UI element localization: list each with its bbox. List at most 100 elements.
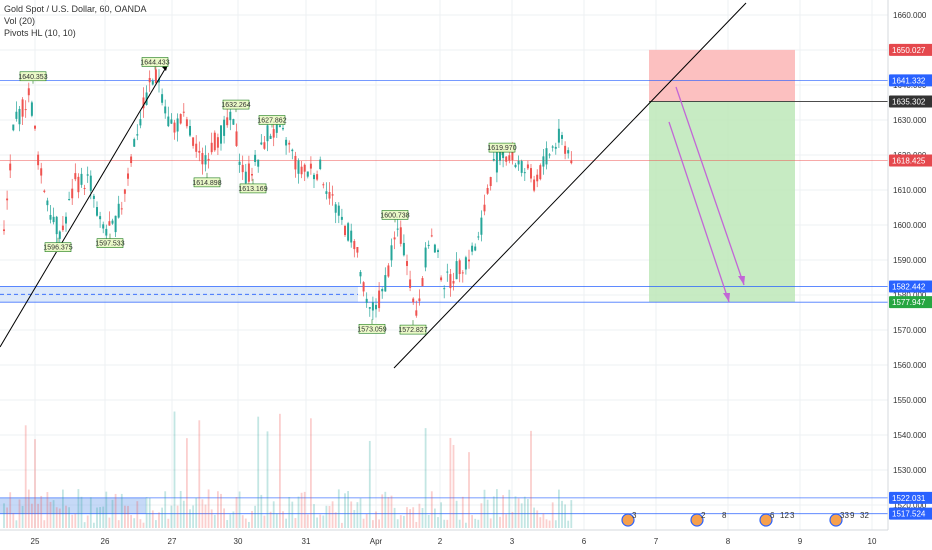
x-tick-label: 9 [798, 537, 803, 546]
volume-bar [468, 452, 470, 528]
volume-bar [561, 500, 563, 528]
volume-bar [412, 507, 415, 528]
pivot-label-box [193, 177, 221, 188]
volume-bar [294, 518, 297, 528]
candle-body [406, 261, 408, 266]
candle-body [396, 228, 399, 230]
volume-bar [21, 505, 24, 528]
volume-bar [279, 413, 281, 528]
volume-bar [238, 491, 241, 528]
candle-body [480, 217, 483, 235]
volume-bar [480, 503, 483, 528]
candle-body [526, 164, 529, 169]
volume-bar [350, 501, 353, 528]
candle-body [223, 119, 226, 136]
candle-body [365, 298, 368, 303]
volume-bar [164, 491, 167, 528]
volume-bar [204, 504, 207, 528]
volume-bar [257, 416, 260, 528]
volume-bar [148, 497, 151, 528]
candle-body [185, 119, 188, 127]
candle-body [477, 236, 480, 238]
volume-bar [71, 514, 74, 528]
price-tag [889, 43, 932, 56]
volume-bar [93, 522, 95, 528]
volume-bar [12, 513, 15, 528]
volume-bar [155, 520, 157, 528]
volume-bar [548, 520, 551, 528]
volume-bar [83, 522, 86, 528]
candle-body [443, 288, 446, 290]
candle-body [554, 146, 557, 149]
volume-bar [471, 515, 473, 528]
volume-bar [220, 493, 222, 528]
volume-bar [511, 511, 514, 528]
event-flag-icon [829, 513, 843, 527]
pivot-label-box [96, 238, 124, 248]
pivot-label: 1632.264 [221, 102, 250, 109]
candle-body [570, 160, 573, 164]
volume-bars [3, 411, 573, 528]
volume-bar [341, 522, 343, 528]
y-tick-label: 1600.000 [893, 221, 927, 230]
volume-bar [520, 503, 523, 528]
candle-body [86, 174, 89, 176]
candle-body [381, 289, 384, 292]
candle-body [474, 246, 477, 251]
volume-bar [213, 514, 216, 528]
volume-bar [99, 507, 101, 528]
candle-body [489, 177, 492, 187]
candle-body [368, 307, 371, 309]
volume-bar [393, 507, 396, 528]
volume-bar [409, 509, 411, 528]
candle-body [167, 116, 170, 127]
pivot-label: 1613.169 [238, 186, 267, 193]
candle-body [210, 142, 213, 153]
candle-body [77, 176, 80, 193]
volume-bar [368, 440, 371, 528]
volume-bar [359, 498, 362, 528]
candle-body [567, 150, 570, 154]
candle-body [179, 114, 182, 124]
candle-body [300, 166, 303, 175]
candle-body [530, 168, 532, 179]
candle-body [158, 78, 160, 83]
candle-body [468, 259, 470, 262]
candle-body [539, 165, 542, 180]
volume-bar [173, 411, 176, 528]
price-tag-label: 1577.947 [892, 298, 926, 307]
volume-bar [474, 518, 477, 528]
candle-body [452, 281, 455, 284]
price-tag [889, 74, 932, 87]
candle-body [3, 229, 5, 232]
pivot-label-box [399, 324, 427, 335]
event-count: 32 [860, 511, 869, 520]
volume-bar [523, 496, 526, 528]
volume-bar [458, 519, 461, 528]
y-tick-label: 1580.000 [893, 291, 927, 300]
price-tag-label: 1618.425 [892, 157, 926, 166]
candle-body [52, 216, 55, 223]
volume-bar [49, 501, 52, 528]
candle-body [278, 125, 281, 128]
volume-bar [74, 513, 77, 528]
volume-bar [40, 495, 43, 528]
event-flag-icon [690, 513, 704, 527]
candle-body [92, 195, 95, 199]
candle-body [139, 119, 142, 126]
candle-body [306, 171, 309, 177]
pivot-label: 1600.738 [380, 212, 409, 219]
volume-bar [182, 500, 185, 528]
candle-body [440, 277, 443, 281]
volume-bar [313, 504, 315, 528]
volume-bar [489, 518, 492, 528]
candle-body [464, 257, 467, 270]
candle-body [282, 128, 284, 130]
candle-body [353, 241, 356, 250]
candle-body [514, 164, 517, 168]
candle-body [220, 125, 222, 144]
price-tag-label: 1582.442 [892, 282, 926, 291]
volume-bar [248, 521, 250, 528]
